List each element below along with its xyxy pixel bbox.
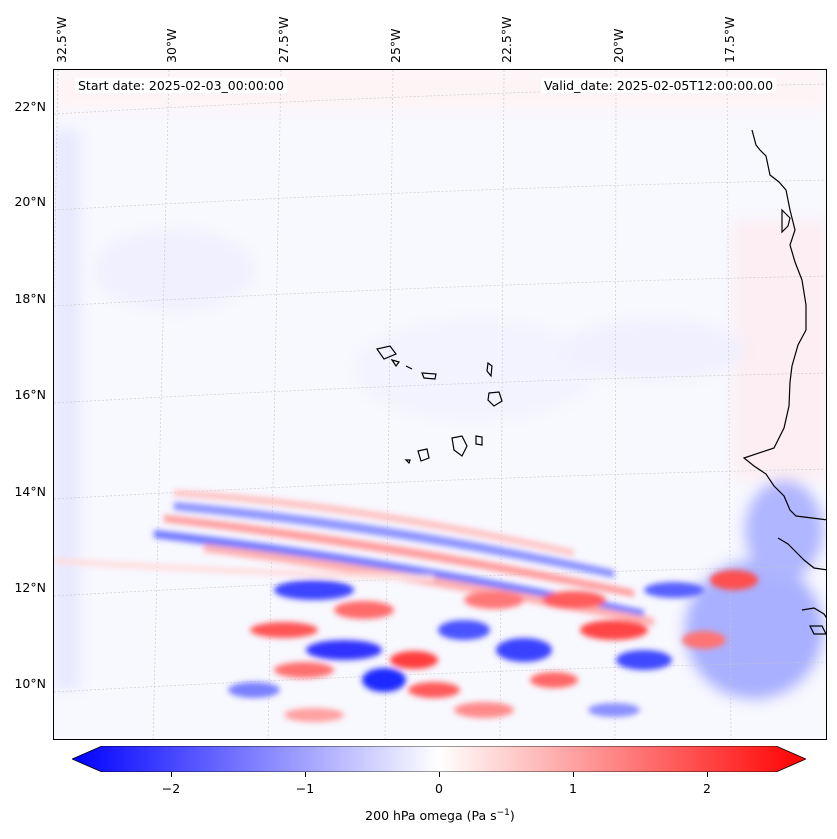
map-panel[interactable]: [53, 69, 827, 740]
lon-label-27-5w: 27.5°W: [276, 16, 291, 63]
colorbar-tick-0: [439, 772, 440, 777]
background-field: [54, 70, 826, 739]
lat-label-22n: 22°N: [14, 99, 46, 114]
lon-label-17-5w: 17.5°W: [722, 16, 737, 63]
lat-label-18n: 18°N: [14, 291, 46, 306]
omega-anomalies: [54, 490, 758, 722]
colorbar-tick-neg1: [305, 772, 306, 777]
lon-label-22-5w: 22.5°W: [499, 16, 514, 63]
colorbar-variable: 200 hPa omega: [365, 808, 463, 824]
valid-date-label: Valid_date: 2025-02-05T12:00:00.00: [541, 78, 777, 93]
colorbar-label-neg1: −1: [295, 781, 315, 796]
colorbar-units-close: ): [509, 808, 515, 824]
colorbar-units-exponent: −1: [496, 808, 510, 818]
colorbar-tick-2: [707, 772, 708, 777]
lon-label-30w: 30°W: [164, 28, 179, 63]
lon-label-32-5w: 32.5°W: [54, 16, 69, 63]
colorbar-bar: [70, 745, 808, 773]
colorbar-tick-1: [573, 772, 574, 777]
colorbar-tick-neg2: [171, 772, 172, 777]
coastline: [375, 129, 826, 635]
omega-field-map: [54, 70, 826, 739]
colorbar-label-neg2: −2: [161, 781, 181, 796]
lat-label-14n: 14°N: [14, 484, 46, 499]
lat-label-16n: 16°N: [14, 387, 46, 402]
lat-label-20n: 20°N: [14, 194, 46, 209]
lat-label-10n: 10°N: [14, 676, 46, 691]
lat-label-12n: 12°N: [14, 580, 46, 595]
colorbar-label-0: 0: [435, 781, 443, 796]
lon-label-25w: 25°W: [388, 28, 403, 63]
colorbar-units: (Pa s: [466, 808, 497, 824]
lon-label-20w: 20°W: [611, 28, 626, 63]
colorbar-label-2: 2: [703, 781, 711, 796]
colorbar-title: 200 hPa omega (Pa s−1): [0, 808, 837, 823]
colorbar: [70, 745, 808, 773]
colorbar-label-1: 1: [569, 781, 577, 796]
start-date-label: Start date: 2025-02-03_00:00:00: [75, 78, 287, 93]
